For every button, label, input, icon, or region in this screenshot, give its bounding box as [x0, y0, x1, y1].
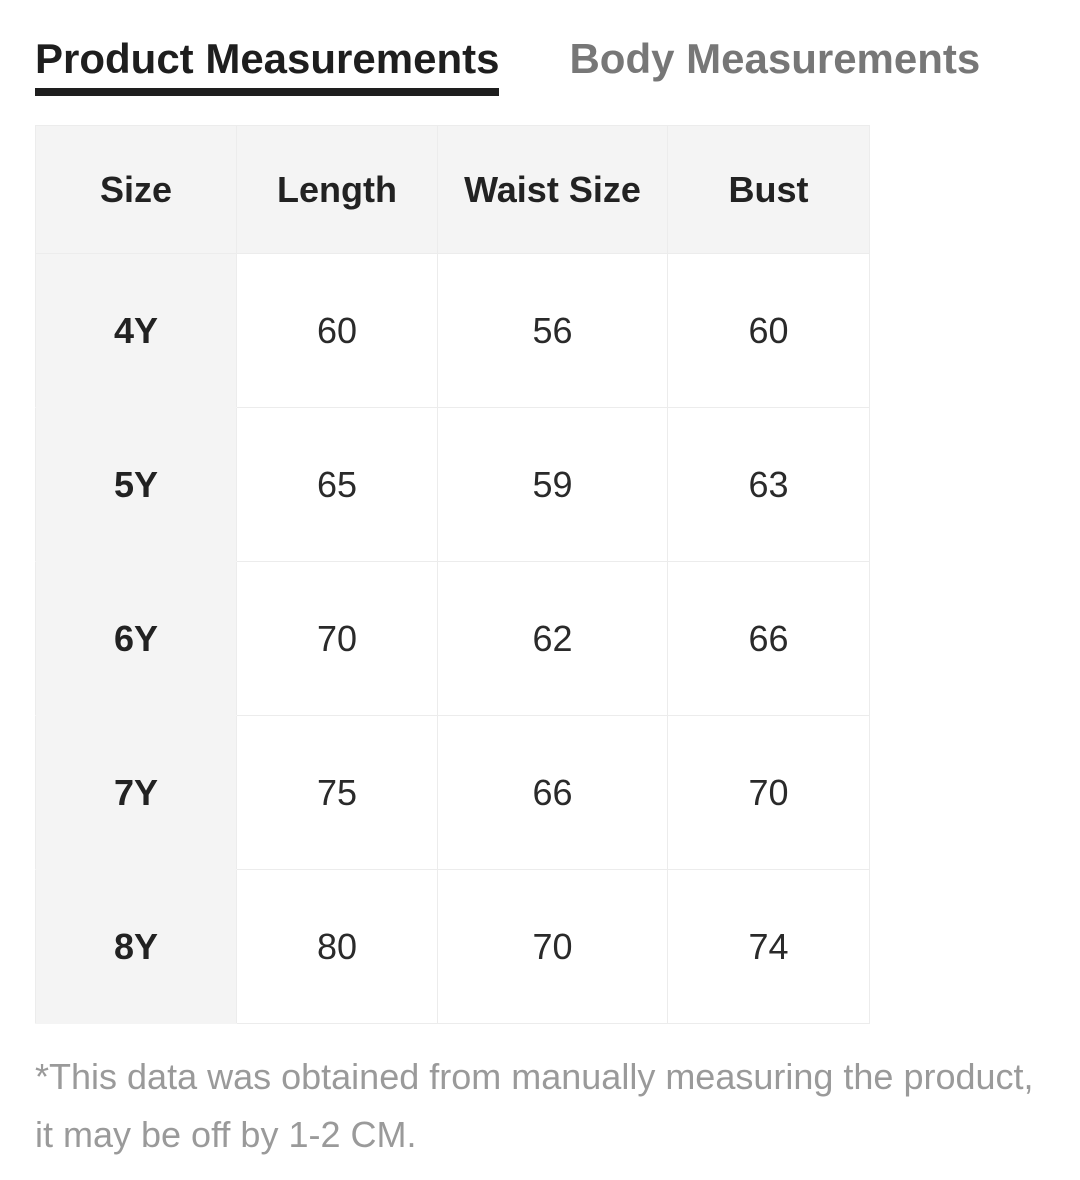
table-row: 8Y 80 70 74	[35, 869, 870, 1024]
header-length: Length	[236, 125, 438, 254]
header-bust: Bust	[667, 125, 870, 254]
header-waist-size: Waist Size	[437, 125, 668, 254]
size-cell: 6Y	[35, 561, 237, 716]
size-cell: 4Y	[35, 253, 237, 408]
table-header-row: Size Length Waist Size Bust	[35, 125, 870, 254]
waist-cell: 62	[437, 561, 668, 716]
waist-cell: 59	[437, 407, 668, 562]
bust-cell: 60	[667, 253, 870, 408]
size-cell: 8Y	[35, 869, 237, 1024]
table-row: 4Y 60 56 60	[35, 253, 870, 408]
length-cell: 80	[236, 869, 438, 1024]
size-cell: 7Y	[35, 715, 237, 870]
measurement-disclaimer: *This data was obtained from manually me…	[35, 1056, 1034, 1155]
bust-cell: 70	[667, 715, 870, 870]
length-cell: 60	[236, 253, 438, 408]
table-row: 7Y 75 66 70	[35, 715, 870, 870]
bust-cell: 66	[667, 561, 870, 716]
table-row: 5Y 65 59 63	[35, 407, 870, 562]
measurement-tabs: Product Measurements Body Measurements	[35, 30, 980, 100]
bust-cell: 74	[667, 869, 870, 1024]
length-cell: 75	[236, 715, 438, 870]
waist-cell: 70	[437, 869, 668, 1024]
waist-cell: 66	[437, 715, 668, 870]
length-cell: 65	[236, 407, 438, 562]
bust-cell: 63	[667, 407, 870, 562]
size-cell: 5Y	[35, 407, 237, 562]
tab-product-measurements[interactable]: Product Measurements	[35, 30, 500, 96]
tab-body-measurements[interactable]: Body Measurements	[569, 35, 981, 82]
size-chart-table: Size Length Waist Size Bust 4Y 60 56 60 …	[35, 125, 870, 1024]
table-row: 6Y 70 62 66	[35, 561, 870, 716]
header-size: Size	[35, 125, 237, 254]
length-cell: 70	[236, 561, 438, 716]
waist-cell: 56	[437, 253, 668, 408]
